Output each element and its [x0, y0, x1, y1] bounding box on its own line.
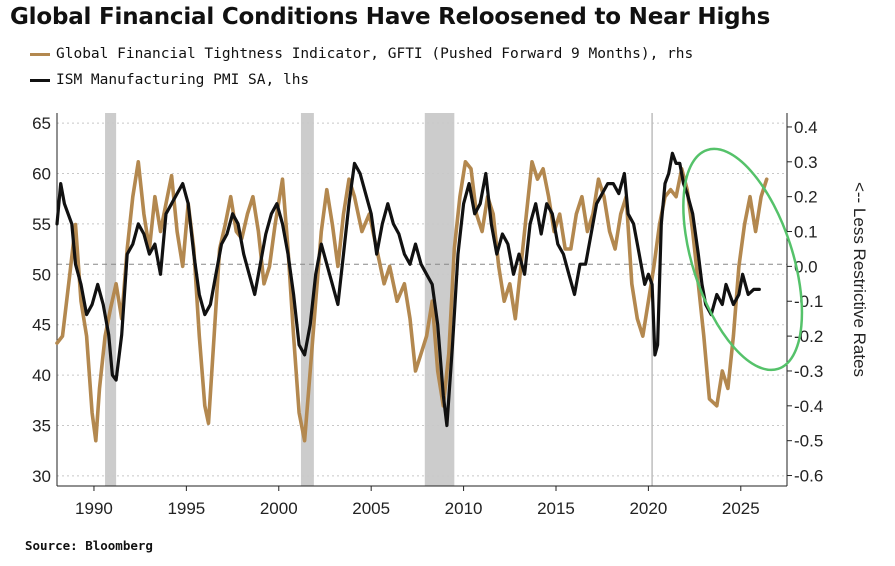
legend-item-pmi: ISM Manufacturing PMI SA, lhs — [30, 69, 309, 91]
x-tick-label-4: 2010 — [445, 499, 483, 518]
y-left-tick-label-0: 65 — [32, 114, 51, 133]
y-left-tick-label-3: 50 — [32, 265, 51, 284]
recession-band-1 — [300, 113, 314, 486]
y-right-tick-label-3: 0.1 — [794, 223, 818, 242]
y-right-tick-label-8: -0.4 — [794, 397, 823, 416]
y-left-tick-label-2: 55 — [32, 215, 51, 234]
source-note: Source: Bloomberg — [25, 538, 153, 553]
y-right-tick-label-10: -0.6 — [794, 467, 823, 486]
y-right-tick-label-4: 0.0 — [794, 257, 818, 276]
y-left-tick-label-5: 40 — [32, 366, 51, 385]
recession-band-0 — [105, 113, 117, 486]
legend-label-gfti: Global Financial Tightness Indicator, GF… — [56, 46, 694, 62]
series-line-1 — [55, 151, 761, 428]
recession-band-2 — [424, 113, 455, 486]
highlight-ellipse — [682, 147, 804, 372]
y-left-tick-label-7: 30 — [32, 467, 51, 486]
y-right-tick-label-9: -0.5 — [794, 432, 823, 451]
series-line-0 — [55, 160, 769, 443]
legend-label-pmi: ISM Manufacturing PMI SA, lhs — [56, 72, 310, 88]
x-tick-label-7: 2025 — [722, 499, 760, 518]
x-tick-label-0: 1990 — [75, 499, 113, 518]
y-right-tick-label-7: -0.3 — [794, 362, 823, 381]
x-tick-label-2: 2000 — [260, 499, 298, 518]
x-tick-label-6: 2020 — [629, 499, 667, 518]
y-right-tick-label-2: 0.2 — [794, 188, 818, 207]
legend-swatch-pmi — [30, 78, 50, 82]
y-right-tick-label-1: 0.3 — [794, 153, 818, 172]
legend-item-gfti: Global Financial Tightness Indicator, GF… — [30, 43, 693, 65]
y-left-tick-label-4: 45 — [32, 316, 51, 335]
y-right-tick-label-5: -0.1 — [794, 292, 823, 311]
y-left-tick-label-1: 60 — [32, 164, 51, 183]
x-tick-label-5: 2015 — [537, 499, 575, 518]
y-left-tick-label-6: 35 — [32, 417, 51, 436]
right-axis-label: <-- Less Restrictive Rates — [850, 182, 869, 377]
legend-swatch-gfti — [30, 52, 50, 56]
x-tick-label-1: 1995 — [167, 499, 205, 518]
y-right-tick-label-0: 0.4 — [794, 118, 818, 137]
x-tick-label-3: 2005 — [352, 499, 390, 518]
chart-title: Global Financial Conditions Have Reloose… — [10, 4, 771, 30]
